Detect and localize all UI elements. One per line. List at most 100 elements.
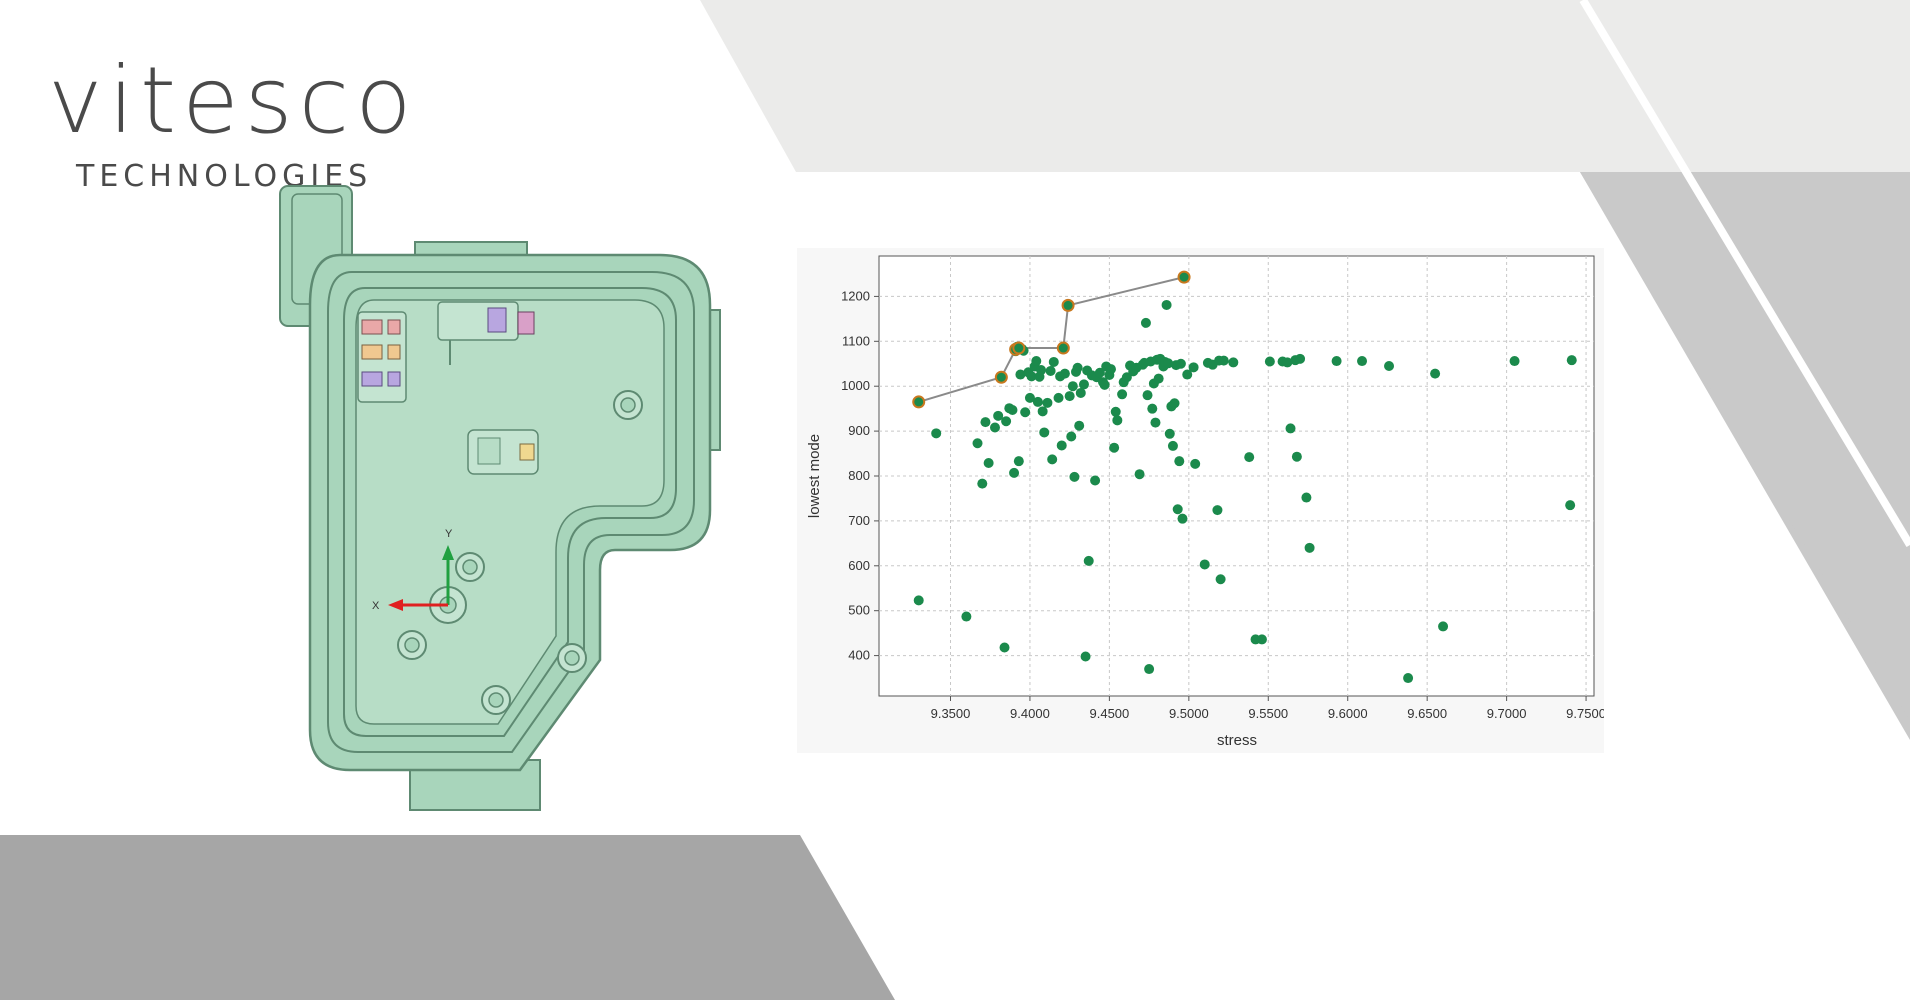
scatter-point: [1142, 390, 1153, 401]
scatter-point: [1067, 381, 1078, 392]
scatter-point: [1438, 621, 1449, 632]
scatter-point: [931, 428, 942, 439]
y-tick-label: 1000: [841, 378, 870, 393]
scatter-point: [980, 417, 991, 428]
cad-pin-orange-2: [387, 344, 401, 360]
y-tick-label: 1200: [841, 288, 870, 303]
cad-housing-rim-2: [343, 287, 677, 737]
scatter-point: [1064, 391, 1075, 402]
scatter-point: [1031, 356, 1042, 367]
x-tick-label: 9.4000: [1010, 706, 1050, 721]
y-axis-label: lowest mode: [806, 434, 823, 518]
grid-lines: [879, 256, 1594, 696]
scatter-point: [1020, 407, 1031, 418]
scatter-point: [961, 611, 972, 622]
scatter-point: [1430, 368, 1441, 379]
scatter-point: [1212, 505, 1223, 516]
light-gray-band: [700, 0, 1910, 172]
scatter-point: [1075, 387, 1086, 398]
scatter-point: [1117, 389, 1128, 400]
x-tick-label: 9.6500: [1407, 706, 1447, 721]
scatter-point: [1080, 651, 1091, 662]
scatter-point: [1147, 403, 1158, 414]
cad-part-view: Y X: [279, 185, 721, 811]
pareto-front-point: [1061, 298, 1075, 312]
scatter-point: [1078, 379, 1089, 390]
x-axis-ticks: 9.3500 9.4000 9.4500 9.5000 9.5500 9.6000 9.65…: [931, 696, 1604, 721]
scatter-point: [1072, 362, 1083, 373]
cad-boss-hole: [404, 637, 420, 653]
scatter-chart: 9.3500 9.4000 9.4500 9.5000 9.5500 9.6000 9.65…: [806, 255, 1604, 749]
x-tick-label: 9.6000: [1328, 706, 1368, 721]
pareto-front-points: [912, 270, 1191, 409]
scatter-point: [972, 438, 983, 449]
scatter-point: [913, 595, 924, 606]
pareto-front-point: [994, 370, 1008, 384]
scatter-point: [1182, 369, 1193, 380]
scatter-point: [1109, 442, 1120, 453]
scatter-point: [1403, 673, 1414, 684]
scatter-point: [1009, 467, 1020, 478]
mid-gray-band: [1580, 172, 1910, 740]
scatter-point: [1164, 428, 1175, 439]
cad-component-middle-slot: [477, 437, 501, 465]
scatter-point: [1045, 365, 1056, 376]
scatter-point: [1056, 440, 1067, 451]
scatter-point: [1291, 451, 1302, 462]
scatter-point: [1001, 416, 1012, 427]
x-tick-label: 9.3500: [931, 706, 971, 721]
scatter-point: [977, 478, 988, 489]
scatter-point: [1295, 353, 1306, 364]
scatter-point: [1215, 574, 1226, 585]
cad-axis-y-arrow: [442, 545, 454, 560]
cad-pin-purple: [361, 371, 383, 387]
scatter-point: [1042, 397, 1053, 408]
cad-pin-red: [361, 319, 383, 335]
scatter-point: [1169, 398, 1180, 409]
x-tick-label: 9.4500: [1090, 706, 1130, 721]
scatter-point: [1331, 356, 1342, 367]
brand-logo: vitesco TECHNOLOGIES: [48, 47, 418, 195]
cad-component-top-purple: [487, 307, 507, 333]
cad-inner-floor: [355, 299, 665, 725]
scatter-point: [1066, 431, 1077, 442]
white-diagonal-stripe: [1579, 0, 1910, 548]
scatter-point: [1228, 357, 1239, 368]
cad-boss-hole: [620, 397, 636, 413]
scatter-point: [1007, 405, 1018, 415]
scatter-point: [1565, 500, 1576, 511]
mid-gray-band-inner: [1580, 172, 1910, 720]
scatter-point: [1048, 356, 1059, 367]
scatter-point: [1301, 492, 1312, 503]
scatter-point: [1094, 367, 1105, 378]
cad-axis-y-label: Y: [445, 528, 453, 540]
scatter-point: [1177, 513, 1188, 524]
scatter-point: [1036, 365, 1047, 376]
scatter-point: [1282, 357, 1293, 368]
scatter-point: [1024, 392, 1035, 403]
y-axis-ticks: 400 500 600 700 800 900 1000 1100 1200: [841, 288, 879, 663]
x-tick-label: 9.5000: [1169, 706, 1209, 721]
scatter-point: [1199, 559, 1210, 570]
cad-housing-rim-1: [327, 271, 695, 753]
scatter-point: [1384, 361, 1395, 371]
cad-boss-hole: [488, 692, 504, 708]
scatter-point: [1285, 423, 1296, 434]
cad-pin-red-2: [387, 319, 401, 335]
pareto-front-point: [1056, 341, 1070, 355]
scatter-point: [1264, 356, 1275, 367]
scatter-point: [1026, 371, 1037, 382]
scatter-point: [1153, 373, 1164, 384]
scatter-point: [1174, 456, 1185, 467]
pareto-front-point: [1012, 341, 1026, 355]
y-tick-label: 1100: [842, 333, 870, 348]
scatter-point: [1218, 355, 1229, 366]
cad-pin-orange: [361, 344, 383, 360]
x-tick-label: 9.7500: [1566, 706, 1604, 721]
scatter-point: [1188, 362, 1199, 373]
scatter-point: [1121, 372, 1132, 383]
y-tick-label: 500: [848, 603, 870, 618]
pareto-front-point: [1177, 270, 1191, 284]
scatter-point: [1112, 415, 1123, 426]
brand-wordmark: vitesco: [48, 47, 418, 154]
